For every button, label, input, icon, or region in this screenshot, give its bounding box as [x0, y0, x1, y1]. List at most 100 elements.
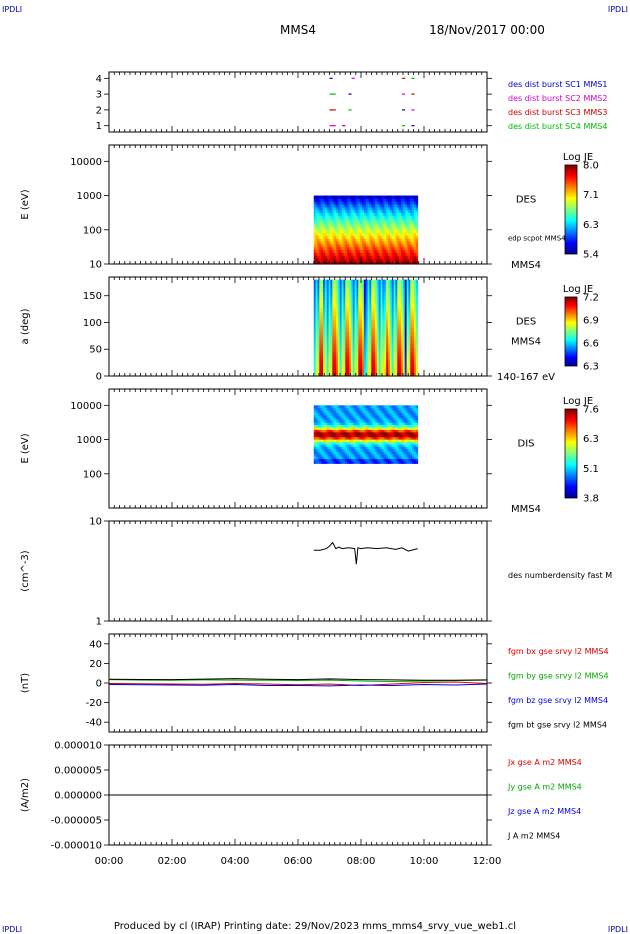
spectrogram-cell [391, 229, 394, 234]
spectrogram-cell [354, 331, 357, 337]
spectrogram-cell [347, 249, 350, 253]
spectrogram-cell [386, 252, 389, 256]
spectrogram-cell [334, 422, 337, 426]
spectrogram-cell [406, 339, 409, 345]
spectrogram-cell [350, 448, 354, 452]
spectrogram-cell [317, 458, 320, 462]
spectrogram-cell [360, 221, 363, 225]
spectrogram-cell [399, 303, 402, 309]
spectrogram-cell [395, 451, 398, 455]
spectrogram-cell [399, 359, 402, 365]
spectrogram-cell [324, 371, 328, 377]
spectrogram-cell [349, 212, 352, 216]
spectrogram-cell [376, 218, 380, 222]
spectrogram-cell [360, 323, 363, 329]
spectrogram-cell [328, 279, 331, 285]
spectrogram-cell [317, 246, 320, 251]
spectrogram-cell [347, 255, 350, 259]
spectrogram-cell [373, 446, 376, 450]
spectrogram-cell [328, 405, 331, 409]
spectrogram-cell [345, 212, 348, 216]
spectrogram-cell [404, 367, 407, 373]
spectrogram-cell [373, 198, 376, 202]
spectrogram-cell [406, 448, 409, 452]
spectrogram-cell [369, 258, 372, 262]
spectrogram-cell [371, 283, 374, 289]
spectrogram-cell [365, 359, 368, 365]
spectrogram-cell [391, 343, 394, 349]
spectrogram-cell [380, 417, 383, 421]
spectrogram-cell [371, 434, 374, 438]
spectrogram-cell [410, 343, 413, 349]
spectrogram-cell [343, 319, 346, 325]
spectrogram-cell [391, 347, 394, 353]
spectrogram-cell [321, 258, 324, 262]
spectrogram-cell [386, 439, 389, 443]
spectrogram-cell [332, 355, 335, 361]
spectrogram-cell [352, 427, 355, 430]
spectrogram-cell [378, 439, 381, 443]
spectrogram-cell [360, 209, 363, 214]
spectrogram-cell [384, 244, 387, 248]
spectrogram-cell [336, 429, 339, 433]
spectrogram-cell [402, 258, 406, 262]
spectrogram-cell [332, 224, 335, 228]
spectrogram-cell [404, 363, 407, 369]
spectrogram-cell [339, 279, 342, 285]
spectrogram-cell [380, 287, 383, 293]
spectrogram-cell [315, 261, 318, 265]
spectrogram-cell [380, 283, 383, 289]
spectrogram-cell [415, 224, 419, 228]
spectrogram-cell [332, 335, 335, 341]
spectrogram-cell [352, 456, 355, 460]
spectrogram-cell [400, 363, 404, 369]
spectrogram-cell [410, 218, 413, 222]
spectrogram-cell [345, 291, 348, 297]
spectrogram-cell [324, 235, 328, 239]
spectrogram-cell [408, 412, 411, 416]
spectrogram-cell [362, 434, 365, 438]
spectrogram-cell [384, 206, 387, 211]
spectrogram-cell [386, 246, 389, 251]
spectrogram-cell [319, 195, 322, 199]
spectrogram-cell [415, 258, 419, 262]
spectrogram-cell [349, 441, 352, 445]
spectrogram-cell [336, 427, 339, 430]
spectrogram-cell [378, 331, 381, 337]
spectrogram-cell [393, 283, 396, 289]
spectrogram-cell [356, 327, 359, 333]
spectrogram-cell [413, 453, 417, 457]
spectrogram-cell [400, 351, 404, 357]
spectrogram-cell [319, 283, 322, 289]
spectrogram-cell [408, 448, 411, 452]
spectrogram-cell [415, 241, 419, 245]
spectrogram-cell [345, 439, 348, 443]
spectrogram-cell [399, 315, 402, 321]
spectrogram-cell [408, 215, 411, 219]
spectrogram-cell [352, 218, 355, 222]
spectrogram-cell [382, 351, 385, 357]
spectrogram-cell [315, 323, 318, 329]
spectrogram-cell [358, 215, 361, 219]
spectrogram-cell [376, 255, 380, 259]
spectrogram-cell [382, 434, 385, 438]
spectrogram-cell [347, 303, 350, 309]
spectrogram-cell [415, 355, 419, 361]
spectrogram-cell [345, 287, 348, 293]
spectrogram-cell [360, 446, 363, 450]
spectrogram-cell [330, 431, 333, 435]
spectrogram-cell [378, 429, 381, 433]
colorbar-title: Log JE [563, 396, 593, 407]
spectrogram-cell [356, 410, 359, 413]
spectrogram-cell [323, 458, 326, 462]
spectrogram-cell [334, 335, 337, 341]
spectrogram-cell [369, 458, 372, 462]
spectrogram-cell [324, 258, 328, 262]
spectrogram-cell [375, 415, 378, 418]
spectrogram-cell [345, 241, 348, 245]
spectrogram-cell [369, 226, 372, 231]
spectrogram-cell [395, 287, 398, 293]
spectrogram-cell [373, 232, 376, 236]
spectrogram-cell [336, 335, 339, 341]
spectrogram-cell [313, 226, 317, 231]
